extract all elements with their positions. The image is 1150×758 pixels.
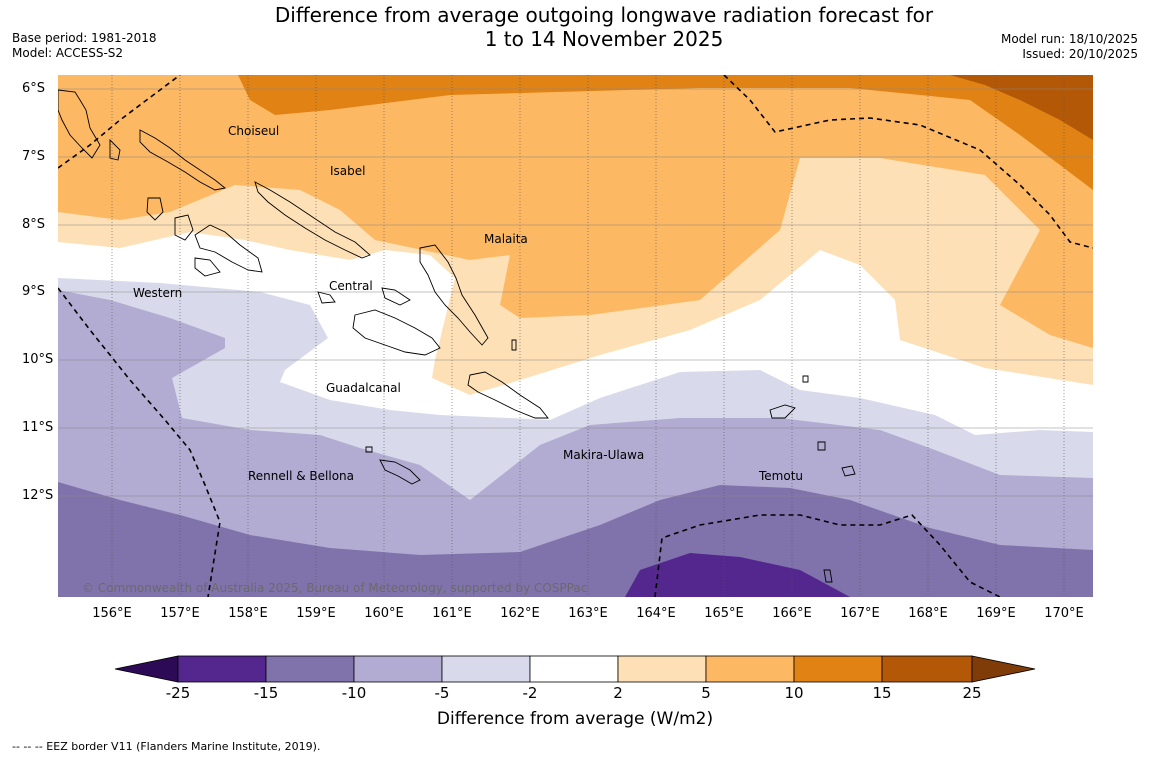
meta-left: Base period: 1981-2018 Model: ACCESS-S2 bbox=[12, 31, 157, 61]
lat-label: 9°S bbox=[22, 284, 46, 299]
colorbar-segment-neg5-neg2 bbox=[441, 655, 531, 683]
anuta-island bbox=[841, 465, 856, 477]
place-malaita: Malaita bbox=[484, 232, 528, 246]
colorbar-tick: -10 bbox=[341, 684, 367, 702]
bellona-island bbox=[365, 446, 373, 453]
lon-label: 166°E bbox=[772, 606, 812, 621]
colorbar-segment-neg25-neg15 bbox=[177, 655, 267, 683]
colorbar-tick: 25 bbox=[962, 684, 982, 702]
colorbar-title: Difference from average (W/m2) bbox=[436, 709, 714, 729]
guadalcanal-island bbox=[352, 309, 441, 356]
model-run: Model run: 18/10/2025 bbox=[1000, 32, 1138, 46]
map-contours: Choiseul Isabel Malaita Western Central … bbox=[58, 75, 1093, 597]
vanikoro-island bbox=[817, 441, 826, 451]
place-central: Central bbox=[329, 279, 373, 293]
place-makira-ulawa: Makira-Ulawa bbox=[563, 448, 644, 462]
coastlines bbox=[58, 89, 856, 583]
colorbar-tick: -5 bbox=[434, 684, 450, 702]
place-choiseul: Choiseul bbox=[228, 124, 279, 138]
colorbar-segment-2-5 bbox=[617, 655, 707, 683]
colorbar-segment-neg2-2 bbox=[529, 655, 619, 683]
lon-label: 165°E bbox=[704, 606, 744, 621]
place-rennell-bellona: Rennell & Bellona bbox=[248, 469, 354, 483]
colorbar-segment-15-25 bbox=[881, 655, 973, 683]
colorbar-segment-lt-25 bbox=[114, 655, 179, 683]
lon-label: 156°E bbox=[92, 606, 132, 621]
nendo-island bbox=[769, 404, 796, 419]
lon-label: 169°E bbox=[976, 606, 1016, 621]
bougainville-island bbox=[58, 89, 101, 159]
lon-label: 161°E bbox=[432, 606, 472, 621]
lon-label: 162°E bbox=[500, 606, 540, 621]
kolombangara-island bbox=[174, 214, 194, 241]
small-island bbox=[109, 138, 121, 161]
base-period: Base period: 1981-2018 bbox=[12, 31, 157, 45]
lon-label: 160°E bbox=[364, 606, 404, 621]
colorbar-tick: -25 bbox=[165, 684, 191, 702]
ulawa-island bbox=[511, 339, 517, 351]
colorbar-tick: 15 bbox=[872, 684, 892, 702]
lat-label: 7°S bbox=[22, 149, 46, 164]
place-temotu: Temotu bbox=[758, 469, 803, 483]
meta-right: Model run: 18/10/2025 Issued: 20/10/2025 bbox=[1001, 32, 1138, 62]
eez-border bbox=[58, 75, 1093, 597]
contour-neg25-neg15 bbox=[625, 553, 850, 597]
rennell-island bbox=[379, 459, 421, 485]
lon-label: 159°E bbox=[296, 606, 336, 621]
place-isabel: Isabel bbox=[330, 164, 365, 178]
colorbar-tick: 5 bbox=[701, 684, 711, 702]
russell-islands bbox=[317, 291, 336, 304]
lat-label: 11°S bbox=[22, 420, 54, 435]
lon-label: 168°E bbox=[908, 606, 948, 621]
title-line-2: 1 to 14 November 2025 bbox=[484, 27, 724, 51]
malaita-island bbox=[419, 244, 489, 346]
model-name: Model: ACCESS-S2 bbox=[12, 46, 124, 60]
colorbar-tick: -2 bbox=[522, 684, 538, 702]
title-line-1: Difference from average outgoing longwav… bbox=[274, 3, 934, 27]
map-title: Difference from average outgoing longwav… bbox=[200, 3, 1008, 51]
lat-label: 6°S bbox=[22, 81, 46, 96]
graticule bbox=[111, 75, 1065, 597]
place-western: Western bbox=[133, 286, 182, 300]
contour-neg15-neg10 bbox=[58, 482, 1093, 597]
place-guadalcanal: Guadalcanal bbox=[326, 381, 401, 395]
lon-label: 163°E bbox=[568, 606, 608, 621]
copyright-notice: © Commonwealth of Australia 2025, Bureau… bbox=[82, 581, 587, 595]
isabel-island bbox=[254, 181, 371, 259]
lat-label: 10°S bbox=[22, 352, 54, 367]
lat-label: 8°S bbox=[22, 217, 46, 232]
colorbar-tick: 10 bbox=[784, 684, 804, 702]
new-georgia-island bbox=[194, 224, 263, 273]
colorbar bbox=[114, 655, 1036, 683]
lat-label: 12°S bbox=[22, 488, 54, 503]
lon-label: 158°E bbox=[228, 606, 268, 621]
colorbar-tick: -15 bbox=[253, 684, 279, 702]
lon-label: 157°E bbox=[160, 606, 200, 621]
lon-label: 167°E bbox=[840, 606, 880, 621]
colorbar-segment-10-15 bbox=[793, 655, 883, 683]
lon-label: 170°E bbox=[1044, 606, 1084, 621]
lon-label: 164°E bbox=[636, 606, 676, 621]
florida-islands bbox=[381, 287, 411, 306]
contour-15-25 bbox=[950, 75, 1093, 140]
issued-date: Issued: 20/10/2025 bbox=[1022, 47, 1138, 61]
colorbar-tick: 2 bbox=[613, 684, 623, 702]
reef-islands bbox=[802, 375, 809, 383]
vella-lavella-island bbox=[146, 197, 164, 221]
colorbar-segment-neg10-neg5 bbox=[353, 655, 443, 683]
eez-footnote: -- -- -- EEZ border V11 (Flanders Marine… bbox=[12, 740, 321, 753]
colorbar-segment-5-10 bbox=[705, 655, 795, 683]
choiseul-island bbox=[139, 129, 227, 191]
colorbar-segment-neg15-neg10 bbox=[265, 655, 355, 683]
rendova-island bbox=[194, 257, 221, 277]
vanuatu-north-island bbox=[823, 569, 833, 583]
colorbar-segment-gt-25 bbox=[971, 655, 1036, 683]
makira-island bbox=[467, 371, 549, 419]
latitude-lines bbox=[58, 88, 1093, 497]
